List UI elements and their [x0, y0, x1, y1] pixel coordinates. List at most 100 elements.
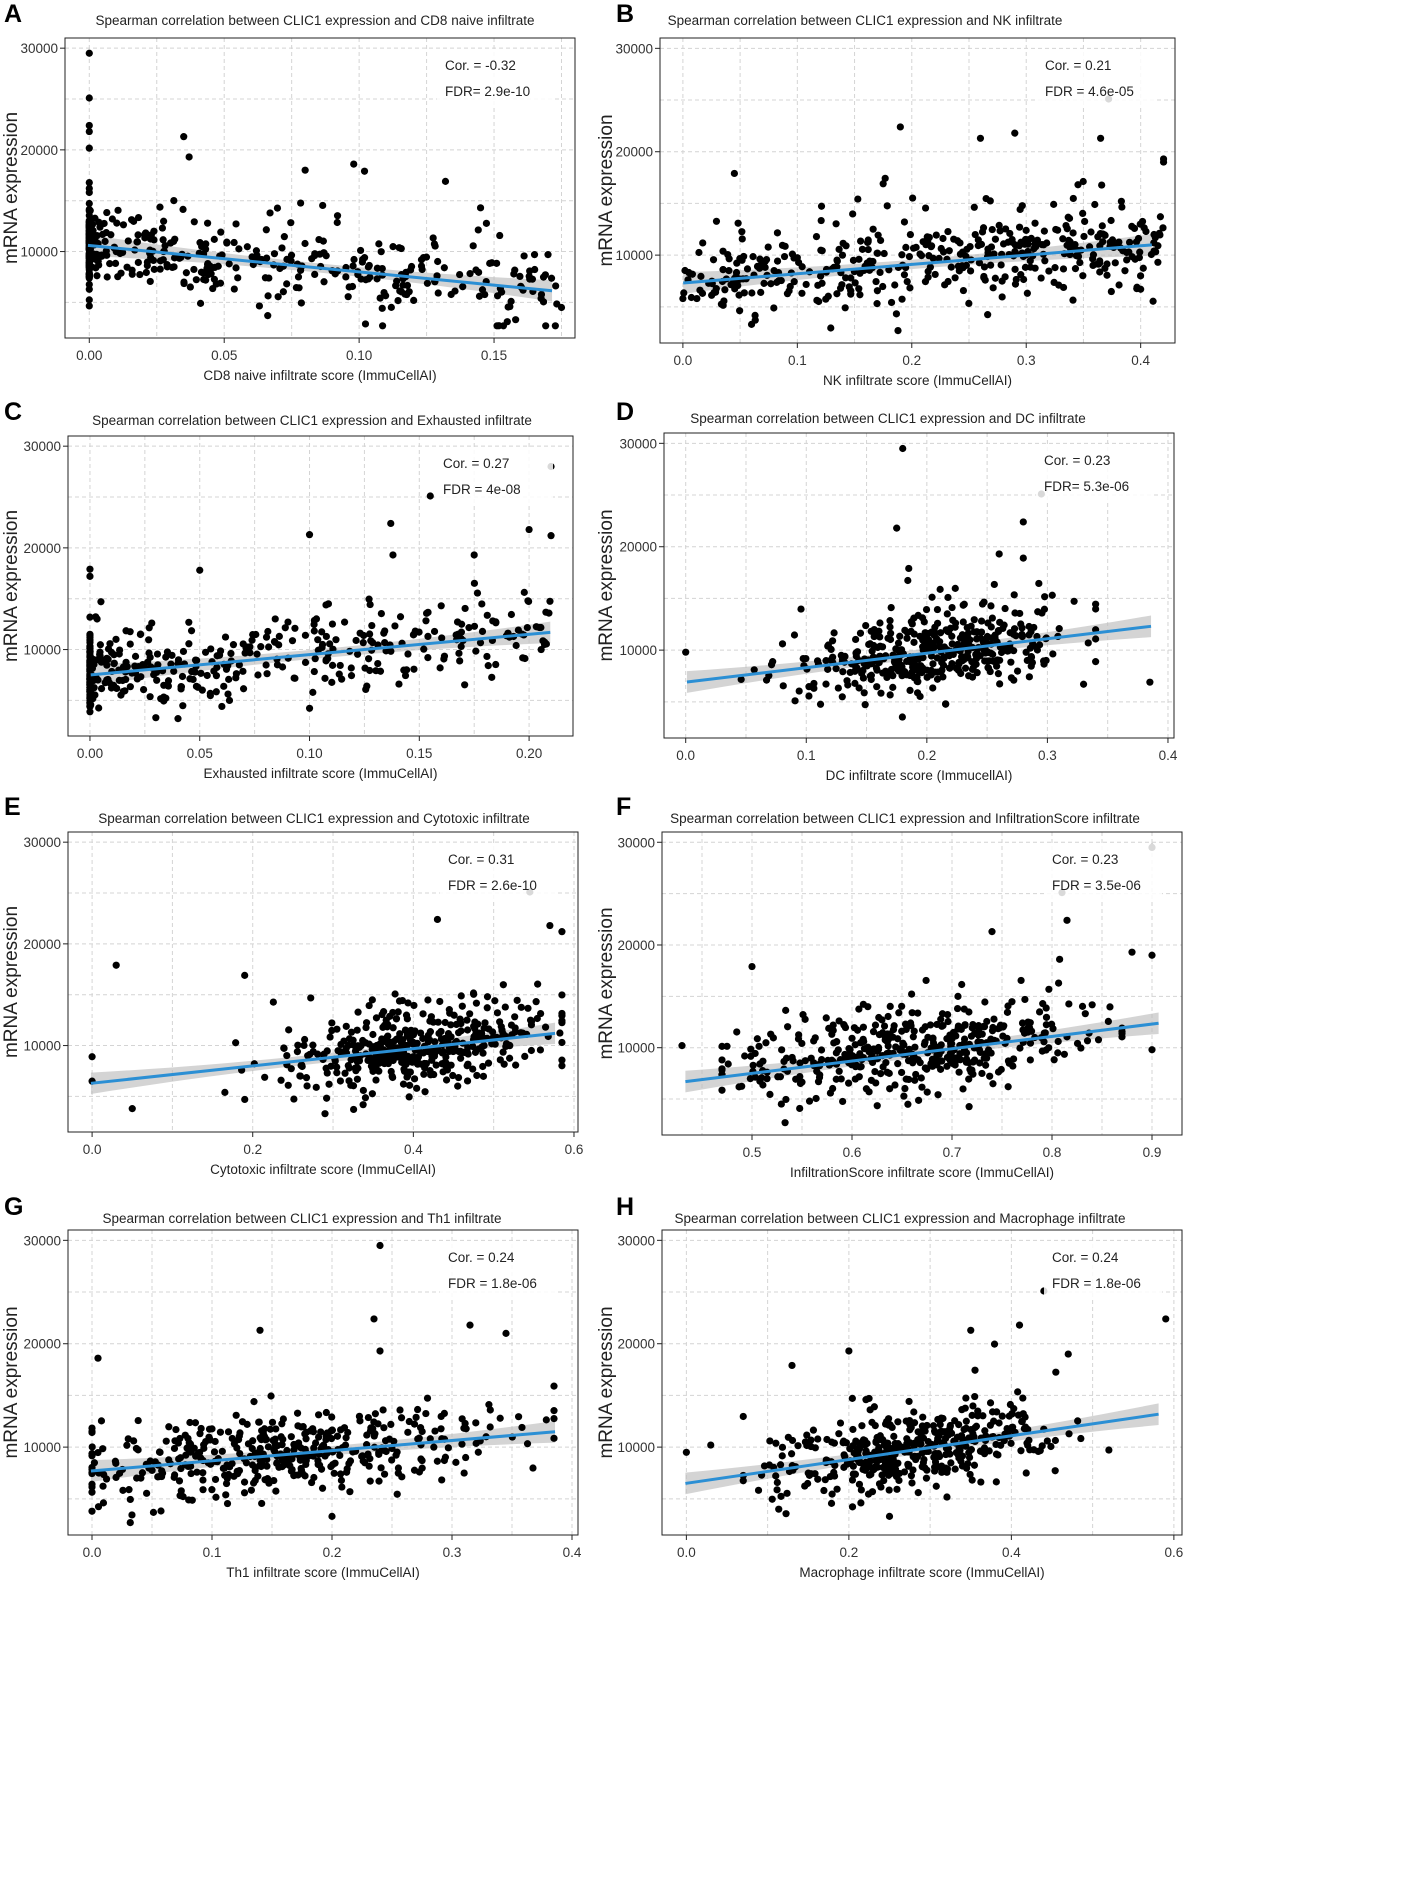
- data-point: [383, 1051, 391, 1059]
- data-point: [325, 1080, 333, 1088]
- data-point: [949, 616, 957, 624]
- data-point: [137, 673, 145, 681]
- data-point: [185, 618, 193, 626]
- data-point: [885, 1069, 893, 1077]
- data-point: [163, 263, 171, 271]
- data-point: [1015, 242, 1023, 250]
- data-point: [232, 1039, 240, 1047]
- data-point: [1074, 181, 1082, 189]
- data-point: [886, 691, 894, 699]
- data-point: [974, 1407, 982, 1415]
- data-point: [794, 1035, 803, 1043]
- data-point: [707, 1441, 715, 1449]
- data-point: [824, 665, 832, 673]
- data-point: [958, 1462, 966, 1470]
- data-point: [388, 1456, 396, 1464]
- data-point: [210, 235, 218, 243]
- data-point: [352, 636, 360, 645]
- data-point: [899, 1443, 907, 1452]
- data-point: [261, 1073, 269, 1081]
- data-point: [452, 1020, 461, 1028]
- data-point: [913, 655, 921, 663]
- data-point: [345, 1064, 353, 1072]
- x-tick-label: 0.2: [323, 1545, 342, 1560]
- data-point: [773, 229, 782, 237]
- data-point: [358, 1452, 367, 1460]
- data-point: [959, 618, 967, 626]
- data-point: [908, 990, 916, 998]
- data-point: [814, 1078, 823, 1086]
- scatter-points: [682, 444, 1154, 721]
- data-point: [398, 996, 407, 1005]
- data-point: [526, 267, 534, 275]
- data-point: [855, 1005, 863, 1013]
- data-point: [319, 237, 327, 245]
- data-point: [791, 697, 799, 705]
- data-point: [786, 282, 794, 291]
- panel-C: C Spearman correlation between CLIC1 expr…: [1, 398, 574, 781]
- data-point: [1048, 591, 1056, 599]
- data-point: [952, 1032, 960, 1040]
- data-point: [470, 551, 478, 559]
- data-point: [311, 655, 319, 663]
- data-point: [410, 1075, 419, 1083]
- data-point: [870, 1403, 878, 1411]
- data-point: [914, 1056, 922, 1064]
- data-point: [328, 1413, 336, 1421]
- x-tick-label: 0.0: [83, 1545, 102, 1560]
- data-point: [917, 1074, 925, 1082]
- data-point: [344, 293, 352, 301]
- data-point: [287, 1433, 295, 1441]
- data-point: [766, 1437, 774, 1445]
- regression-line: [685, 1412, 1159, 1485]
- data-point: [255, 302, 264, 310]
- data-point: [1088, 1001, 1096, 1009]
- data-point: [839, 1097, 847, 1106]
- data-point: [922, 976, 930, 985]
- data-point: [944, 227, 952, 236]
- stats-box: [1036, 445, 1154, 501]
- data-point: [302, 1435, 310, 1443]
- data-point: [271, 638, 279, 646]
- data-point: [911, 1452, 919, 1460]
- data-point: [301, 1472, 309, 1480]
- data-point: [955, 1068, 963, 1076]
- data-point: [327, 1062, 335, 1070]
- data-point: [755, 1042, 763, 1050]
- data-point: [778, 640, 787, 648]
- data-point: [514, 1413, 523, 1421]
- data-point: [368, 996, 376, 1004]
- data-point: [278, 244, 286, 252]
- panel-D: D Spearman correlation between CLIC1 expr…: [596, 398, 1178, 783]
- data-point: [385, 1435, 394, 1443]
- data-point: [483, 611, 491, 619]
- x-axis-label: Th1 infiltrate score (ImmuCellAI): [226, 1565, 420, 1580]
- data-point: [889, 1463, 897, 1471]
- data-point: [136, 270, 144, 279]
- data-point: [300, 1041, 308, 1050]
- data-point: [88, 1053, 96, 1061]
- data-point: [340, 1037, 348, 1045]
- x-axis-label: DC infiltrate score (ImmucellAI): [826, 768, 1013, 783]
- data-point: [875, 1013, 883, 1022]
- data-point: [852, 649, 860, 657]
- data-point: [423, 279, 432, 287]
- data-point: [885, 1512, 894, 1520]
- data-point: [682, 648, 690, 656]
- data-point: [546, 921, 554, 930]
- data-point: [879, 282, 887, 291]
- data-point: [869, 225, 877, 233]
- data-point: [1013, 667, 1022, 675]
- data-point: [965, 1075, 973, 1083]
- data-point: [119, 1486, 127, 1494]
- data-point: [770, 304, 778, 312]
- data-point: [827, 324, 835, 332]
- data-point: [877, 1070, 885, 1078]
- data-point: [456, 1015, 464, 1023]
- data-point: [318, 628, 326, 636]
- data-point: [1150, 230, 1158, 239]
- data-point: [544, 251, 552, 259]
- data-point: [394, 297, 402, 305]
- data-point: [137, 1474, 145, 1482]
- data-point: [736, 307, 744, 315]
